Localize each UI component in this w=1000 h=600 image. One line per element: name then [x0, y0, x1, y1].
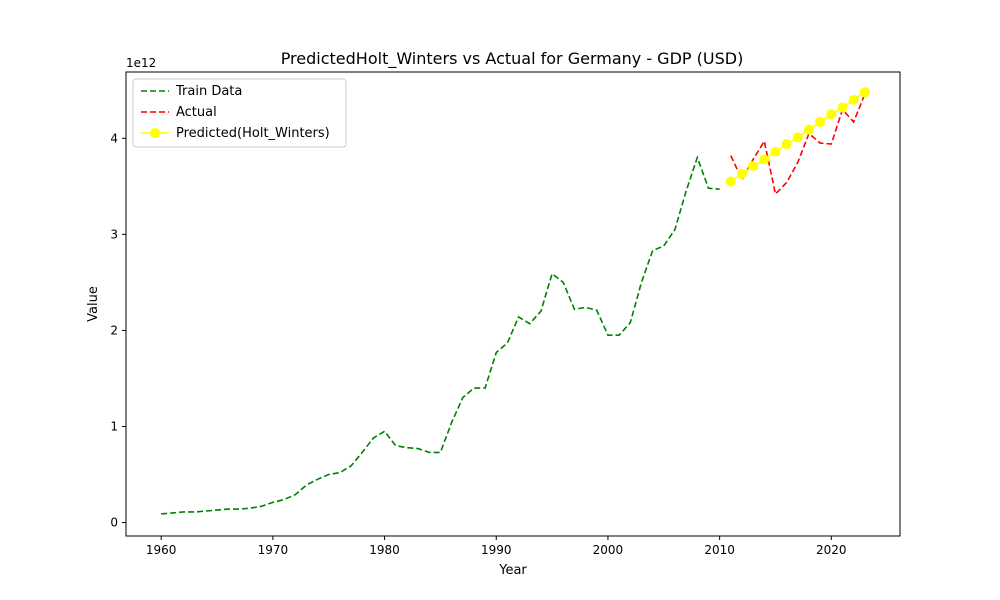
- x-tick-label: 1990: [481, 543, 512, 557]
- data-point-predicted-holt-winters: [770, 146, 781, 157]
- data-point-predicted-holt-winters: [748, 161, 759, 172]
- legend-label-train-data: Train Data: [175, 84, 242, 99]
- y-tick-label: 1: [110, 419, 118, 433]
- chart-title: PredictedHolt_Winters vs Actual for Germ…: [281, 49, 744, 69]
- y-tick-label: 2: [110, 323, 118, 337]
- legend-label-actual: Actual: [176, 105, 217, 120]
- plot-series: [161, 87, 870, 515]
- legend: Train Data Actual Predicted(Holt_Winters): [132, 78, 347, 148]
- x-tick-label: 2010: [704, 543, 735, 557]
- data-point-predicted-holt-winters: [725, 176, 736, 187]
- plot-area-frame: [125, 71, 901, 537]
- data-point-predicted-holt-winters: [759, 154, 770, 165]
- data-point-predicted-holt-winters: [736, 168, 747, 179]
- legend-label-predicted-holt-winters: Predicted(Holt_Winters): [176, 126, 330, 141]
- data-point-predicted-holt-winters: [815, 116, 826, 127]
- x-tick-label: 2000: [593, 543, 624, 557]
- y-axis-label: Value: [86, 286, 101, 322]
- data-point-predicted-holt-winters: [781, 139, 792, 150]
- y-tick-label: 0: [110, 516, 118, 530]
- x-tick-label: 1960: [146, 543, 177, 557]
- x-tick-label: 2020: [816, 543, 847, 557]
- x-axis-label: Year: [498, 563, 527, 578]
- series-line-train-data: [161, 155, 720, 515]
- data-point-predicted-holt-winters: [859, 87, 870, 98]
- y-offset-label: 1e12: [126, 56, 156, 70]
- data-point-predicted-holt-winters: [803, 124, 814, 135]
- legend-box: [132, 78, 347, 148]
- data-point-predicted-holt-winters: [837, 102, 848, 113]
- data-point-predicted-holt-winters: [826, 109, 837, 120]
- y-tick-label: 4: [110, 131, 118, 145]
- legend-marker-predicted-holt-winters: [150, 128, 160, 138]
- x-tick-label: 1970: [258, 543, 289, 557]
- data-point-predicted-holt-winters: [792, 132, 803, 143]
- x-tick-label: 1980: [369, 543, 400, 557]
- data-point-predicted-holt-winters: [848, 94, 859, 105]
- y-tick-label: 3: [110, 227, 118, 241]
